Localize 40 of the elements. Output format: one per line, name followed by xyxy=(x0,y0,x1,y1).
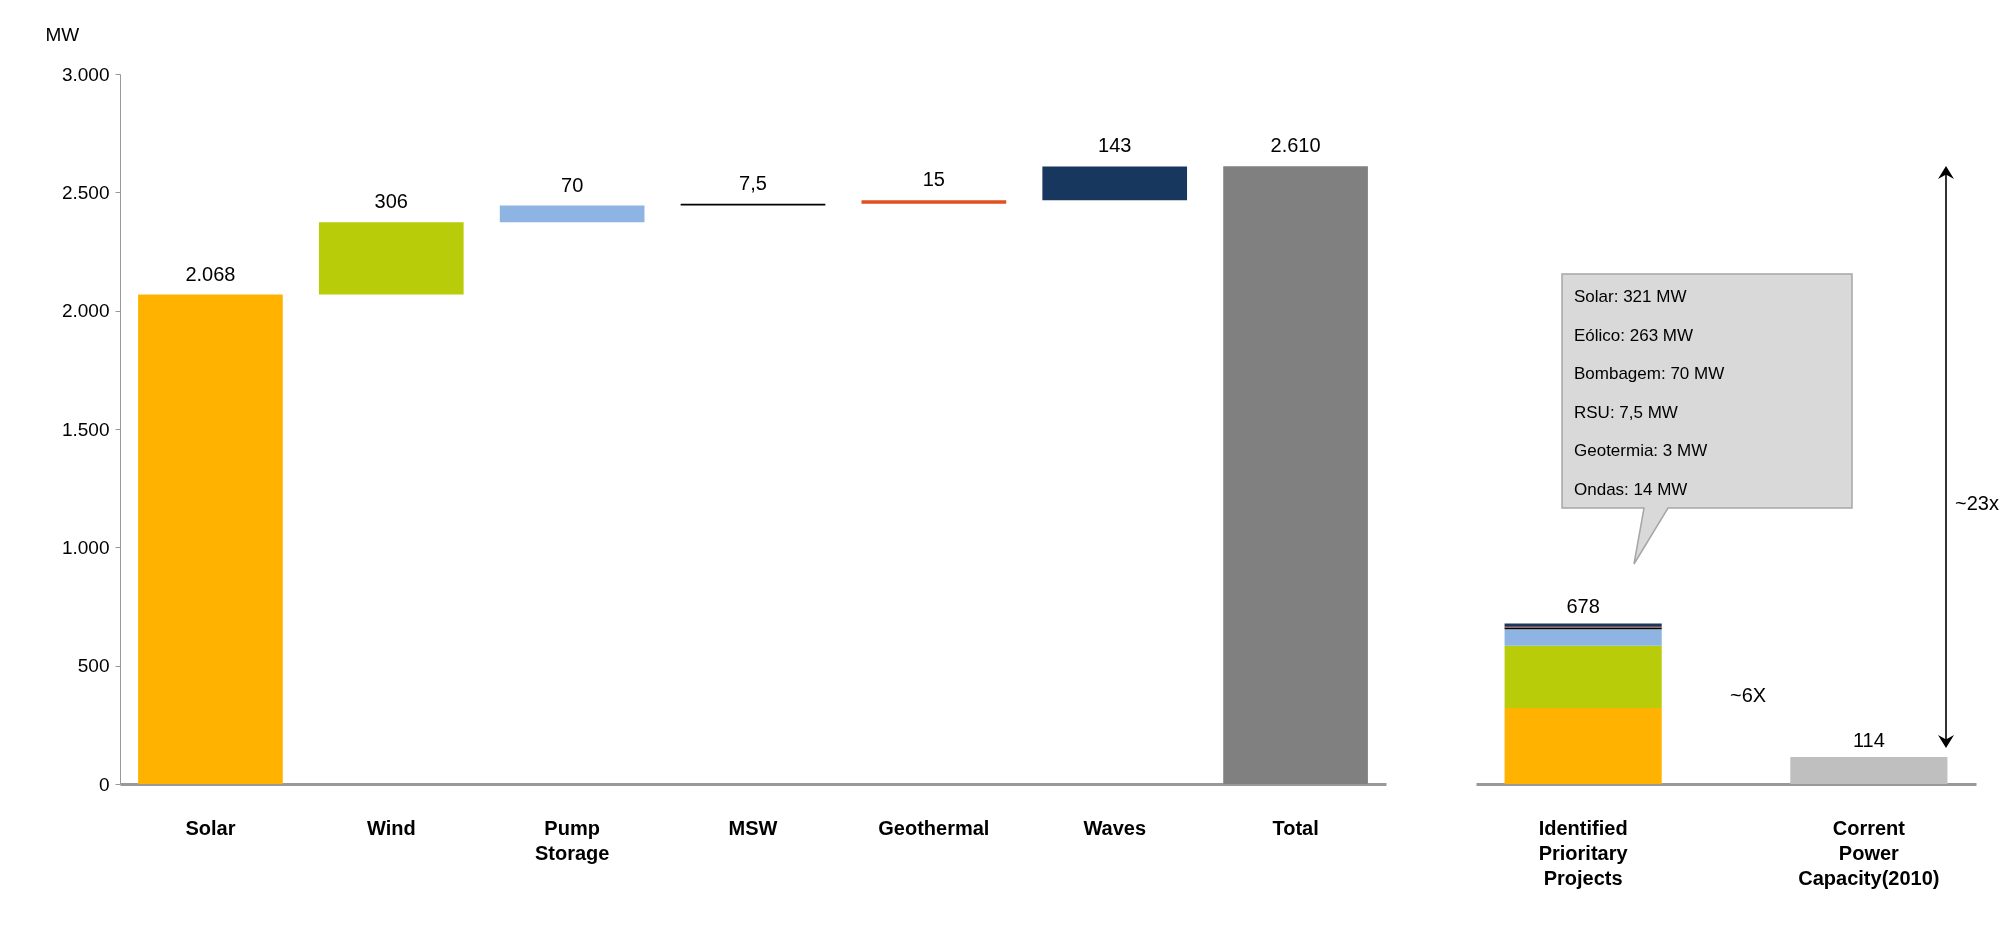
x-tick-label: Solar xyxy=(185,816,236,839)
annotation: ~6X xyxy=(1730,684,1767,707)
y-axis-title: MW xyxy=(45,23,80,45)
data-label: 7,5 xyxy=(739,171,767,194)
x-tick-label: Total xyxy=(1272,816,1319,839)
y-tick-label: 500 xyxy=(77,655,110,677)
total-label: 678 xyxy=(1566,595,1600,618)
data-label: 306 xyxy=(374,190,408,213)
bar xyxy=(1042,166,1188,201)
total-label: 114 xyxy=(1852,729,1885,752)
data-label: 2.610 xyxy=(1270,134,1321,157)
x-tick-label: MSW xyxy=(728,816,778,839)
bar xyxy=(138,294,283,784)
data-label: 2.068 xyxy=(185,262,236,285)
bar xyxy=(1223,166,1368,784)
annotation: Solar: 321 MW xyxy=(1574,286,1688,308)
y-tick-label: 2.000 xyxy=(61,300,110,322)
x-tick-label: Pump Storage xyxy=(534,816,610,864)
data-label: 70 xyxy=(561,173,584,196)
y-tick-label: 1.500 xyxy=(61,418,110,440)
x-tick-label: Geothermal xyxy=(878,816,990,839)
y-tick-label: 3.000 xyxy=(61,63,110,85)
x-tick-label: Waves xyxy=(1083,816,1147,839)
y-tick-label: 2.500 xyxy=(61,181,110,203)
data-label: 143 xyxy=(1098,134,1132,157)
data-label: 15 xyxy=(922,168,945,191)
annotation: RSU: 7,5 MW xyxy=(1574,401,1679,424)
bar xyxy=(861,200,1007,204)
annotation: Ondas: 14 MW xyxy=(1574,478,1689,501)
bar xyxy=(499,205,645,223)
x-tick-label: Identified Prioritary Projects xyxy=(1538,816,1629,889)
x-tick-label: Wind xyxy=(366,816,416,839)
annotation: ~23x xyxy=(1955,492,1999,515)
annotation: Eólico: 263 MW xyxy=(1574,324,1695,347)
bar xyxy=(318,222,464,295)
x-tick-label: Corrent Power Capacity(2010) xyxy=(1798,816,1940,889)
annotation: Bombagem: 70 MW xyxy=(1574,363,1725,385)
y-tick-label: 0 xyxy=(98,773,110,795)
annotation: Geotermia: 3 MW xyxy=(1574,440,1709,462)
y-tick-label: 1.000 xyxy=(61,536,110,558)
